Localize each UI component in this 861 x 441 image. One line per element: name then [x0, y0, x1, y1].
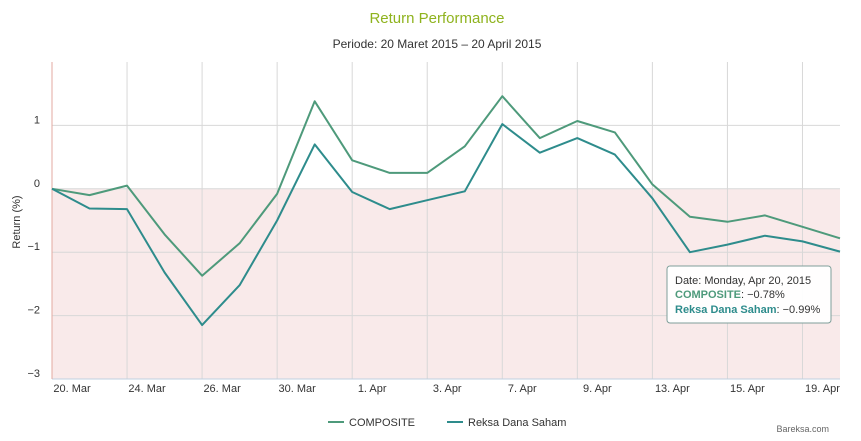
- x-tick-label: 26. Mar: [203, 383, 241, 395]
- legend-label-reksa-dana-saham: Reksa Dana Saham: [468, 417, 566, 429]
- x-tick-labels: 20. Mar 24. Mar 26. Mar 30. Mar 1. Apr 3. Apr…: [53, 383, 840, 395]
- tooltip: Date: Monday, Apr 20, 2015 COMPOSITE: −0…: [666, 265, 832, 324]
- x-tick-label: 1. Apr: [358, 383, 387, 395]
- tooltip-composite-row: COMPOSITE: −0.78%: [675, 289, 785, 301]
- y-tick-labels: −3 −2 −1 0 1: [27, 114, 40, 380]
- chart-title: Return Performance: [369, 10, 504, 27]
- x-tick-label: 3. Apr: [433, 383, 462, 395]
- y-axis-title: Return (%): [11, 195, 23, 248]
- y-tick-label: −2: [27, 305, 40, 317]
- x-tick-label: 30. Mar: [278, 383, 316, 395]
- series-line-reksa-dana-saham[interactable]: [51, 123, 841, 327]
- legend-item-reksa-dana-saham[interactable]: Reksa Dana Saham: [447, 417, 566, 429]
- chart-subtitle: Periode: 20 Maret 2015 – 20 April 2015: [333, 37, 542, 51]
- x-tick-label: 15. Apr: [730, 383, 765, 395]
- x-tick-label: 9. Apr: [583, 383, 612, 395]
- x-tick-label: 7. Apr: [508, 383, 537, 395]
- y-tick-label: −1: [27, 241, 40, 253]
- x-tick-label: 20. Mar: [53, 383, 91, 395]
- x-tick-label: 19. Apr: [805, 383, 840, 395]
- legend-item-composite[interactable]: COMPOSITE: [328, 417, 415, 429]
- x-tick-label: 13. Apr: [655, 383, 690, 395]
- y-tick-label: 0: [34, 178, 40, 190]
- tooltip-rds-label: Reksa Dana Saham: [675, 304, 777, 316]
- legend-label-composite: COMPOSITE: [349, 417, 415, 429]
- x-tick-label: 24. Mar: [128, 383, 166, 395]
- series-layer: [51, 95, 841, 327]
- tooltip-composite-label: COMPOSITE: [675, 289, 741, 301]
- credit-link[interactable]: Bareksa.com: [776, 424, 829, 434]
- tooltip-rds-row: Reksa Dana Saham: −0.99%: [675, 304, 820, 316]
- legend: COMPOSITE Reksa Dana Saham: [328, 417, 566, 429]
- series-line-composite[interactable]: [51, 95, 841, 277]
- y-tick-label: 1: [34, 114, 40, 126]
- gridlines: [51, 62, 840, 380]
- y-tick-label: −3: [27, 368, 40, 380]
- tooltip-composite-value: : −0.78%: [741, 289, 785, 301]
- tooltip-rds-value: : −0.99%: [777, 304, 821, 316]
- tooltip-box: [666, 265, 832, 324]
- tooltip-date: Date: Monday, Apr 20, 2015: [675, 275, 811, 287]
